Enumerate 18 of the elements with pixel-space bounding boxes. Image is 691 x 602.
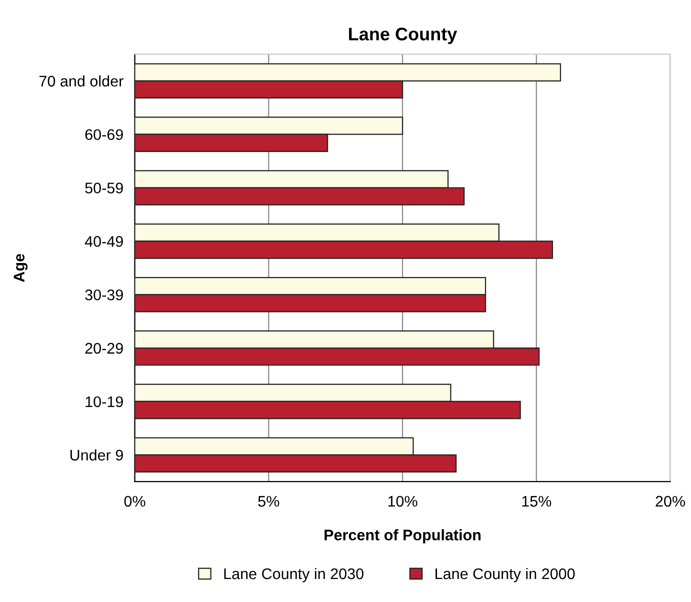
- y-tick-label: 60-69: [85, 129, 123, 140]
- chart-title: Lane County: [349, 28, 458, 44]
- y-tick-label: 50-59: [85, 182, 123, 194]
- y-tick-label: 20-29: [85, 342, 123, 354]
- x-tick-label: 5%: [258, 496, 280, 507]
- y-tick-label: Under 9: [70, 449, 123, 461]
- legend-label: Lane County in 2000: [436, 568, 575, 582]
- x-tick-label: 20%: [656, 496, 686, 507]
- y-tick-label: 30-39: [85, 289, 123, 300]
- x-tick-label: 0%: [124, 496, 146, 507]
- y-tick-label: 70 and older: [39, 75, 124, 87]
- x-axis-title: Percent of Population: [324, 529, 481, 544]
- y-tick-label: 10-19: [86, 396, 123, 408]
- x-tick-label: 15%: [522, 496, 552, 507]
- legend-label: Lane County in 2030: [224, 568, 364, 582]
- y-axis-title: Age: [14, 254, 28, 282]
- x-tick-label: 10%: [388, 496, 418, 507]
- y-tick-label: 40-49: [84, 236, 123, 247]
